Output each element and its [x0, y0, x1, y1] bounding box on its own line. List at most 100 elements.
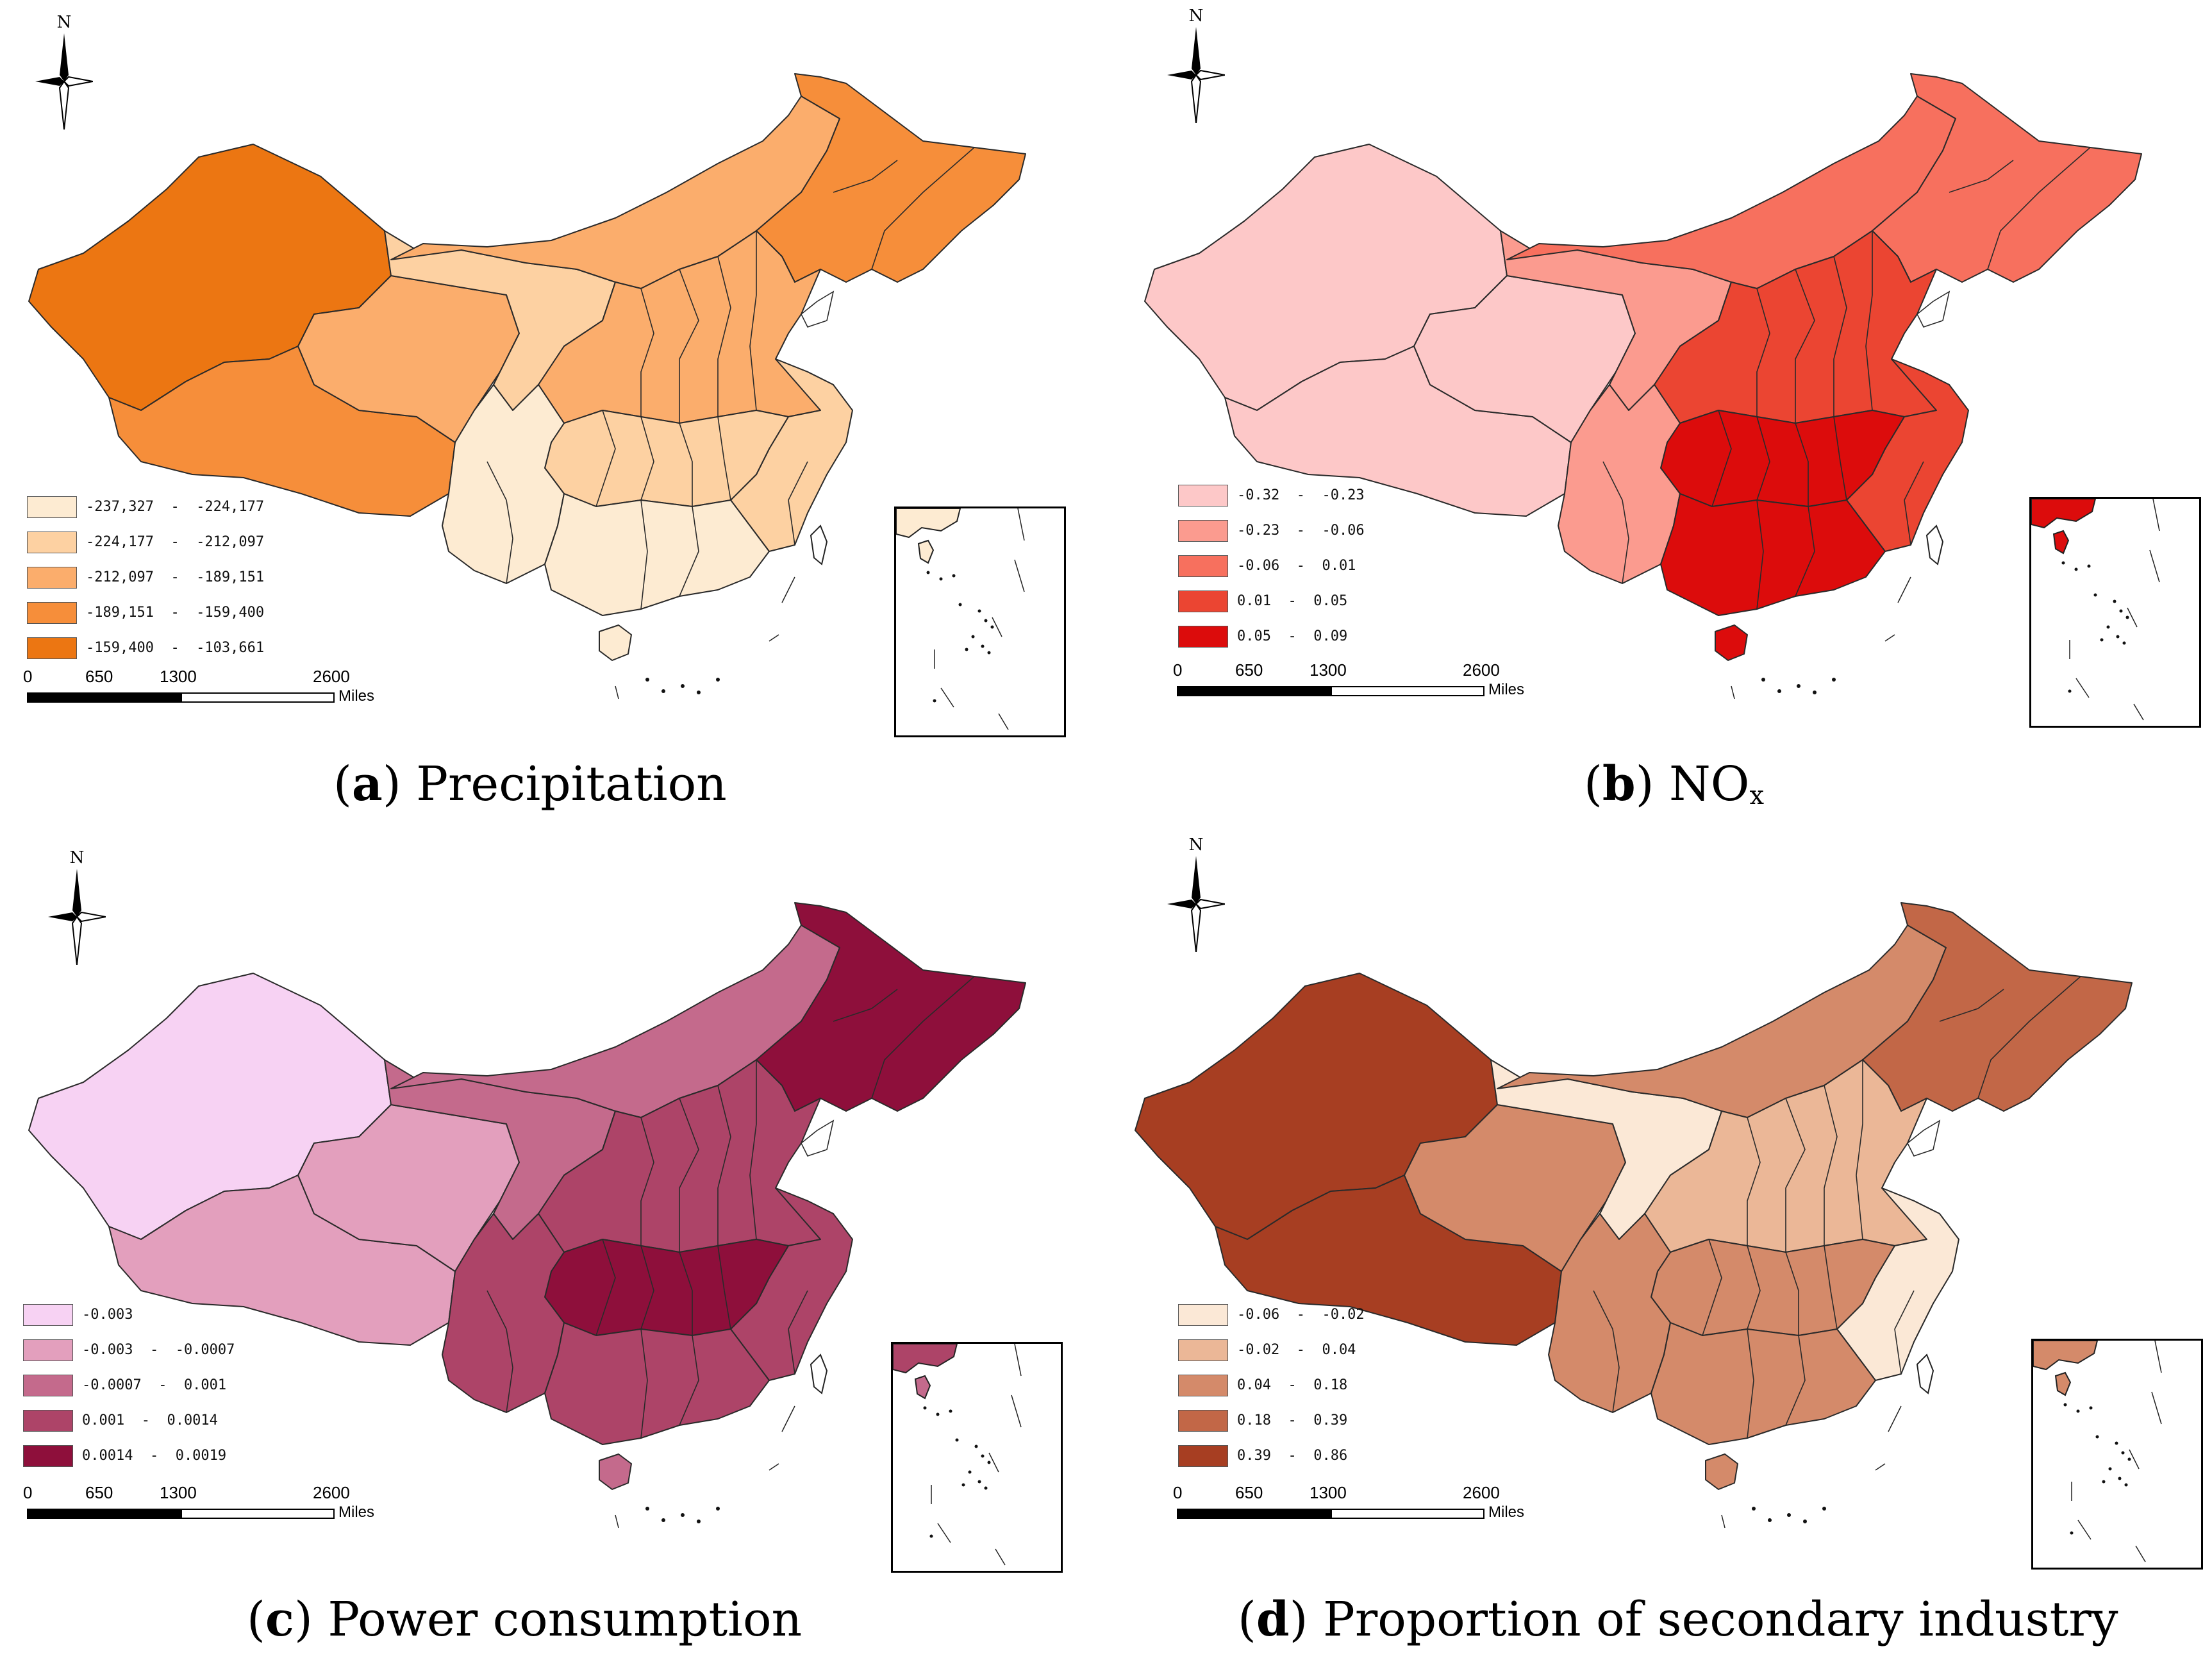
province-border	[1756, 499, 1764, 610]
province-border	[640, 416, 654, 501]
inset-island	[2125, 615, 2129, 619]
panel-caption: (d) Proportion of secondary industry	[1238, 1592, 2118, 1647]
scale-bar: 0 650 1300 2600 Miles	[1173, 1483, 1532, 1534]
province-border	[640, 288, 654, 417]
panel-caption: (b) NOx	[1584, 757, 1765, 812]
province-border	[640, 1117, 654, 1246]
caption-letter: a	[351, 757, 383, 812]
legend-label: -0.32 - -0.23	[1237, 487, 1365, 503]
inset-island	[987, 651, 991, 655]
map-panel-b: N -0.32 - -0.23 -0.23 - -0.06 -0.06 - 0.01 0…	[1106, 0, 2212, 829]
island-dot	[1777, 689, 1781, 693]
inset-island	[2076, 1409, 2080, 1413]
province-border	[1747, 1328, 1754, 1439]
island-dot	[1768, 1518, 1772, 1522]
caption-text: Proportion of secondary industry	[1323, 1592, 2118, 1647]
province-border	[1602, 461, 1629, 584]
boundary-dash	[1721, 1405, 1902, 1528]
province-border	[1824, 1245, 1838, 1330]
scale-tick-label: 650	[1235, 660, 1263, 680]
legend-label: 0.05 - 0.09	[1237, 628, 1348, 644]
province-border	[1795, 423, 1809, 507]
island-dot	[697, 1520, 701, 1523]
legend-label: -0.23 - -0.06	[1237, 523, 1365, 539]
scale-tick-label: 0	[1173, 1483, 1183, 1502]
scale-bar-dark	[1177, 1509, 1331, 1519]
scale-tick-label: 0	[23, 1483, 33, 1502]
inset-hainan	[2054, 1371, 2072, 1396]
legend-label: -0.06 - 0.01	[1237, 558, 1356, 574]
province-border	[1904, 461, 1924, 546]
island-dot	[661, 689, 665, 693]
province-border	[833, 989, 898, 1022]
inset-island	[949, 1409, 952, 1413]
legend-label: 0.0014 - 0.0019	[82, 1448, 227, 1464]
inset-island	[923, 1406, 927, 1410]
province-border	[640, 1245, 654, 1330]
legend-swatch	[23, 1304, 73, 1326]
island-dot	[1797, 684, 1800, 688]
province-border	[788, 461, 808, 546]
scale-bar-light	[1331, 1509, 1484, 1519]
inset-island	[968, 1470, 972, 1474]
north-arrow: N	[35, 13, 93, 130]
province-border	[1977, 976, 2081, 1099]
map-panel-c: N -0.003 -0.003 - -0.0007 -0.0007 - 0.001 0.…	[0, 829, 1106, 1658]
legend-swatch	[27, 637, 77, 659]
inset-mainland	[2033, 1341, 2099, 1371]
inset-island	[936, 1412, 940, 1416]
legend-swatch	[1178, 626, 1228, 648]
inset-island	[2122, 641, 2126, 645]
inset-boundary-dashes	[931, 1344, 1022, 1566]
inset-island	[2116, 635, 2120, 639]
inset-island	[952, 574, 956, 578]
province-border	[749, 1060, 757, 1240]
china-choropleth-b	[1144, 73, 2142, 699]
bohai-sea	[1906, 1119, 1941, 1157]
legend-swatch	[1178, 555, 1228, 577]
inset-island	[2121, 1451, 2125, 1455]
province-border	[679, 506, 699, 597]
scale-tick-label: 1300	[1310, 660, 1347, 680]
inset-island	[939, 577, 943, 581]
province-border	[749, 231, 757, 411]
province-border	[595, 410, 616, 507]
province-border	[871, 147, 975, 270]
legend-swatch	[1178, 485, 1228, 507]
scale-tick-label: 2600	[1463, 660, 1500, 680]
island-dot	[661, 1518, 665, 1522]
province-border	[1824, 1085, 1838, 1246]
legend-swatch	[1178, 1410, 1228, 1432]
legend-label: -0.003	[82, 1307, 133, 1323]
inset-island	[2124, 1483, 2128, 1487]
north-arrow: N	[1167, 6, 1225, 123]
bohai-sea	[800, 290, 835, 328]
legend-label: -224,177 - -212,097	[86, 534, 265, 550]
inset-island	[2113, 599, 2116, 603]
panel-caption: (c) Power consumption	[247, 1592, 802, 1647]
legend-label: 0.001 - 0.0014	[82, 1412, 218, 1428]
province-border	[1856, 1060, 1863, 1240]
province-border	[595, 1239, 616, 1336]
region-northeast	[1862, 902, 2133, 1112]
inset-island	[955, 1438, 959, 1442]
region-south	[1660, 493, 1886, 616]
inset-island	[2093, 593, 2097, 597]
province-border	[788, 1290, 808, 1375]
province-border	[1894, 1290, 1915, 1375]
legend-label: -0.06 - -0.02	[1237, 1307, 1365, 1323]
legend-swatch	[23, 1339, 73, 1361]
legend-label: -0.0007 - 0.001	[82, 1377, 227, 1393]
inset-island	[984, 619, 988, 623]
south-china-sea-inset	[894, 507, 1066, 737]
map-panel-a: N -237,327 - -224,177 -224,177 - -212,097 -…	[0, 0, 1106, 829]
legend-swatch	[1178, 1304, 1228, 1326]
inset-island	[2102, 1480, 2106, 1484]
island-dot	[1832, 678, 1836, 682]
province-border	[1593, 1290, 1620, 1413]
legend-swatch	[23, 1445, 73, 1467]
panel-caption: (a) Precipitation	[333, 757, 727, 812]
inset-island	[984, 1486, 988, 1490]
taiwan-outline	[1925, 524, 1944, 565]
scale-bar-dark	[27, 1509, 181, 1519]
